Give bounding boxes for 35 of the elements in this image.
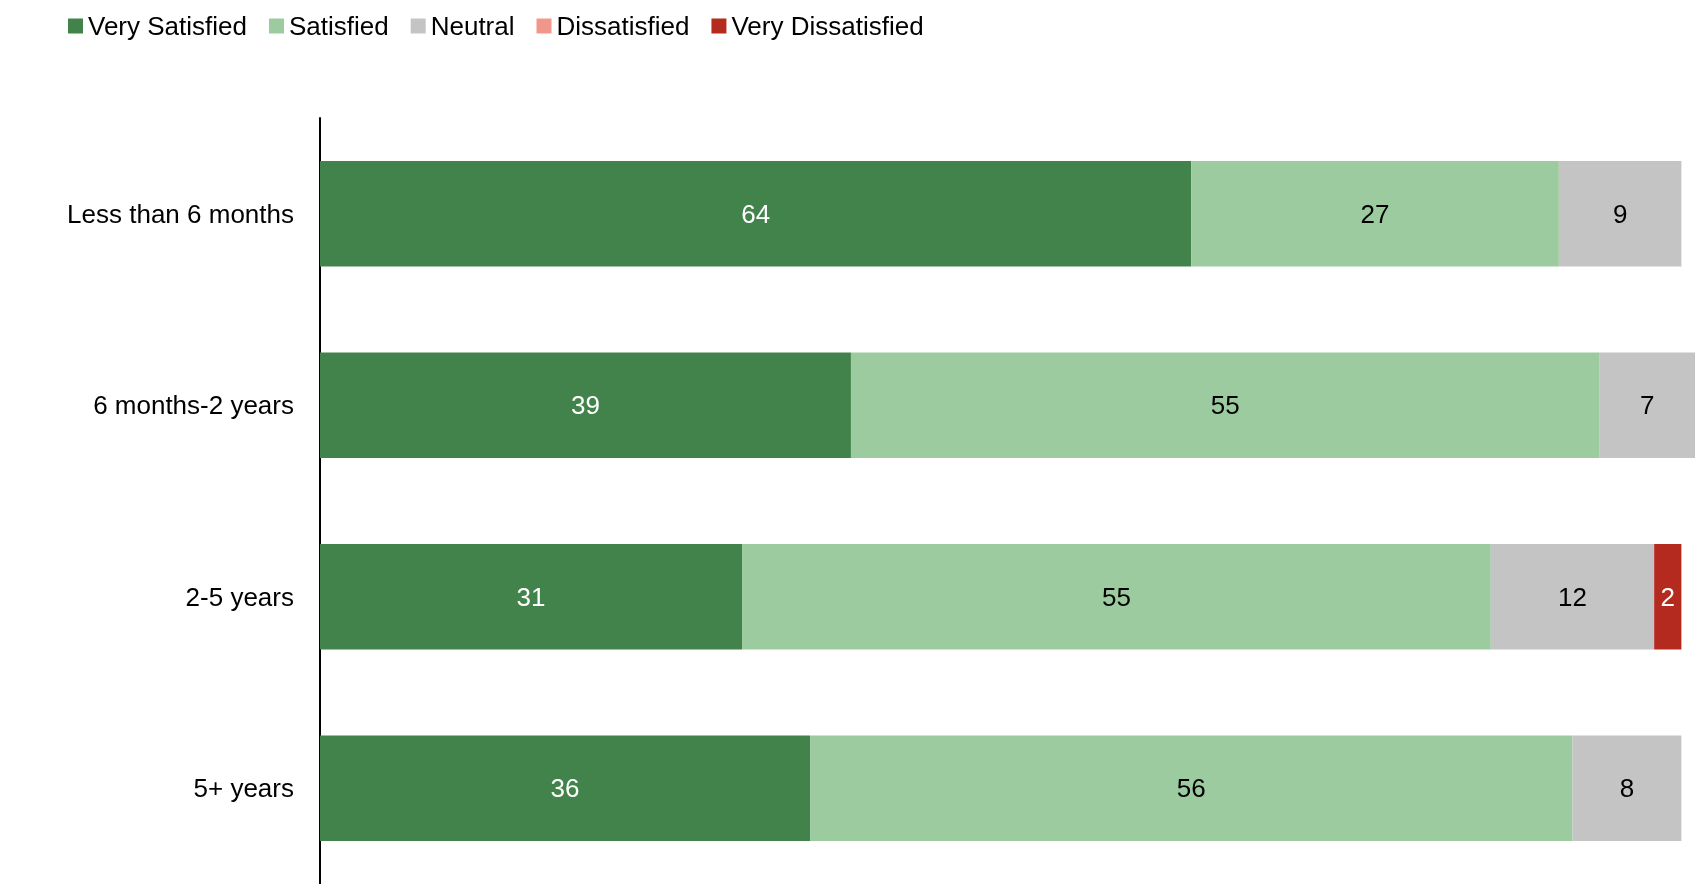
data-label: 2: [1660, 581, 1676, 612]
data-label: 12: [1558, 581, 1587, 612]
data-label: 36: [550, 773, 580, 804]
data-label: 56: [1176, 773, 1206, 804]
data-label: 39: [571, 390, 600, 421]
data-label: 55: [1101, 581, 1131, 612]
bar: [320, 352, 851, 458]
bar: [320, 161, 1192, 267]
legend-label: Neutral: [430, 11, 515, 41]
y-tick-label: 5+ years: [193, 773, 294, 804]
bar: [1599, 352, 1695, 458]
bar: [1572, 735, 1682, 841]
data-label: 9: [1612, 198, 1628, 229]
y-tick-label: 2-5 years: [185, 581, 294, 612]
bar: [810, 735, 1573, 841]
bar: [320, 544, 743, 650]
legend-label: Very Dissatisfied: [731, 11, 924, 41]
legend-label: Very Satisfied: [88, 11, 247, 41]
bar: [742, 544, 1491, 650]
data-label: 27: [1360, 198, 1390, 229]
data-label: 8: [1619, 773, 1635, 804]
legend-label: Satisfied: [288, 11, 389, 41]
data-label: 64: [741, 198, 771, 229]
data-label: 55: [1210, 390, 1240, 421]
y-tick-label: Less than 6 months: [67, 198, 294, 229]
data-label: 31: [516, 581, 546, 612]
y-tick-label: 6 months-2 years: [93, 390, 294, 421]
bar: [850, 352, 1600, 458]
bar: [1191, 161, 1559, 267]
bar: [320, 735, 811, 841]
data-label: 7: [1640, 390, 1655, 421]
bar: [1558, 161, 1682, 267]
bar: [1654, 544, 1682, 650]
bar: [1490, 544, 1655, 650]
legend-label: Dissatisfied: [556, 11, 690, 41]
